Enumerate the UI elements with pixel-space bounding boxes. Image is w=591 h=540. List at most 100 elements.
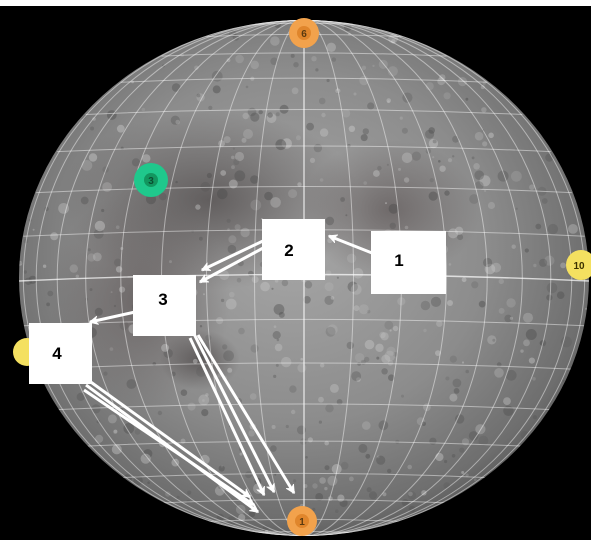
crater	[376, 455, 386, 465]
crater	[192, 358, 198, 364]
crater	[381, 354, 391, 364]
crater	[556, 291, 565, 300]
label-box-2: 2	[262, 219, 325, 280]
crater	[198, 394, 210, 406]
crater	[481, 107, 487, 113]
crater	[457, 77, 468, 87]
crater	[231, 155, 235, 160]
crater	[560, 262, 566, 269]
crater	[401, 499, 409, 507]
crater	[46, 302, 50, 307]
crater	[113, 258, 122, 267]
crater	[331, 464, 342, 474]
crater	[524, 248, 529, 253]
crater	[408, 491, 413, 497]
crater	[180, 389, 188, 397]
crater	[491, 262, 502, 273]
crater	[444, 190, 450, 196]
crater	[94, 220, 106, 232]
crater	[437, 77, 446, 86]
crater	[126, 379, 137, 389]
crater	[320, 363, 325, 368]
arrow-group	[83, 236, 373, 514]
crater	[214, 485, 225, 496]
crater	[498, 307, 505, 314]
crater	[321, 112, 326, 118]
crater	[402, 92, 413, 103]
crater	[356, 377, 361, 382]
crater	[245, 85, 249, 89]
crater	[353, 305, 360, 312]
crater	[275, 112, 280, 117]
crater	[226, 218, 231, 223]
crater	[447, 300, 453, 306]
marker-right: 10	[566, 250, 591, 280]
crater	[196, 93, 201, 98]
crater	[444, 459, 448, 464]
crater	[389, 329, 392, 332]
crater	[475, 424, 486, 435]
crater	[353, 92, 357, 96]
crater	[293, 61, 299, 68]
crater	[270, 36, 280, 46]
crater	[545, 153, 554, 162]
crater	[423, 403, 431, 412]
crater	[274, 21, 281, 28]
crater	[42, 264, 47, 268]
crater	[454, 226, 464, 235]
crater	[455, 414, 465, 424]
parallel-line	[23, 318, 585, 327]
crater	[275, 363, 279, 367]
crater	[361, 65, 367, 71]
crater	[116, 124, 125, 133]
crater	[19, 260, 23, 266]
crater	[102, 166, 109, 173]
crater	[435, 350, 441, 356]
crater	[134, 428, 141, 435]
crater	[235, 54, 244, 64]
label-box-1-rect	[371, 231, 446, 294]
crater	[87, 248, 91, 252]
crater	[388, 374, 395, 382]
marker-bottom-inner	[295, 514, 309, 528]
crater	[381, 368, 388, 375]
crater	[186, 499, 191, 504]
crater	[289, 385, 297, 393]
crater	[449, 355, 457, 363]
crater	[398, 167, 401, 171]
crater	[388, 203, 399, 214]
crater	[326, 42, 336, 52]
crater	[473, 163, 480, 170]
crater	[525, 329, 537, 340]
crater	[324, 486, 328, 491]
crater	[227, 244, 237, 254]
crater	[360, 134, 368, 142]
crater	[319, 128, 329, 137]
label-box-4: 4	[29, 323, 92, 384]
crater	[355, 353, 365, 363]
crater	[89, 288, 93, 292]
crater	[272, 331, 281, 340]
crater	[504, 314, 512, 323]
crater	[318, 420, 322, 424]
crater	[96, 419, 101, 424]
crater	[478, 435, 489, 446]
crater	[387, 100, 390, 104]
crater	[113, 429, 118, 434]
crater	[273, 374, 277, 378]
crater	[206, 172, 212, 179]
crater	[541, 198, 548, 204]
crater	[461, 277, 467, 283]
crater	[291, 87, 299, 95]
crater	[191, 230, 194, 233]
crater	[408, 505, 416, 513]
crater	[388, 33, 398, 44]
crater	[248, 430, 255, 437]
meridian-line	[56, 20, 305, 536]
parallel-line	[36, 186, 572, 194]
crater	[300, 357, 304, 361]
crater	[119, 320, 129, 330]
crater	[336, 90, 340, 94]
crater	[220, 170, 227, 176]
